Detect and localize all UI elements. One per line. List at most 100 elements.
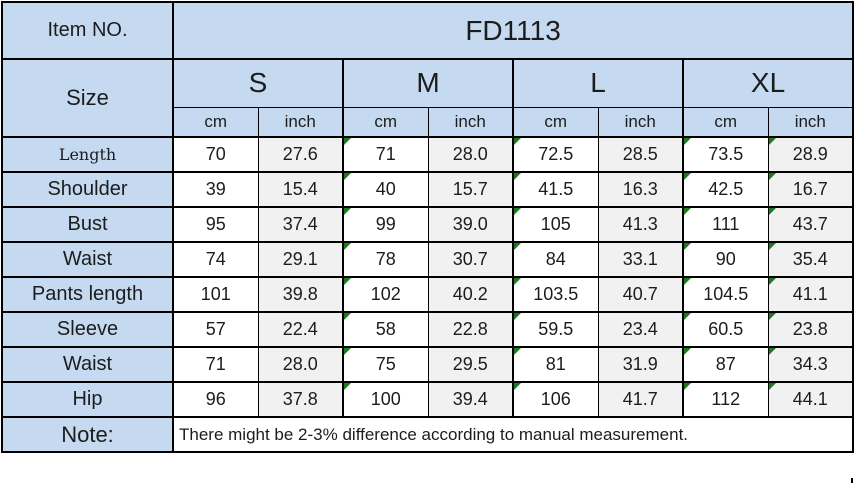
data-cell: 101 xyxy=(172,276,259,313)
data-cell: 44.1 xyxy=(767,381,854,418)
data-cell: 31.9 xyxy=(597,346,684,383)
data-cell: 102 xyxy=(342,276,429,313)
data-cell: 74 xyxy=(172,241,259,278)
row-length: Length 70 27.6 71 28.0 72.5 28.5 73.5 28… xyxy=(1,136,854,173)
data-cell: 71 xyxy=(172,346,259,383)
data-cell: 33.1 xyxy=(597,241,684,278)
data-cell: 28.0 xyxy=(257,346,344,383)
data-cell: 112 xyxy=(682,381,769,418)
unit-header-cm: cm xyxy=(342,106,429,138)
row-label: Sleeve xyxy=(1,311,174,348)
row-shoulder: Shoulder 39 15.4 40 15.7 41.5 16.3 42.5 … xyxy=(1,171,854,208)
data-cell: 73.5 xyxy=(682,136,769,173)
data-cell: 34.3 xyxy=(767,346,854,383)
error-indicator-icon xyxy=(515,314,521,320)
data-cell: 23.4 xyxy=(597,311,684,348)
item-no-value: FD1113 xyxy=(171,1,854,60)
data-cell: 96 xyxy=(172,381,259,418)
error-indicator-icon xyxy=(345,384,351,390)
data-cell: 40 xyxy=(342,171,429,208)
row-label: Waist xyxy=(1,346,174,383)
size-chart-table: Item NO. FD1113 Size S M L XL cm inch cm… xyxy=(1,1,855,453)
row-waist: Waist 74 29.1 78 30.7 84 33.1 90 35.4 xyxy=(1,241,854,278)
unit-header-cm: cm xyxy=(512,106,599,138)
data-cell: 104.5 xyxy=(682,276,769,313)
error-indicator-icon xyxy=(345,349,351,355)
data-cell: 39.4 xyxy=(427,381,514,418)
data-cell: 111 xyxy=(682,206,769,243)
data-cell: 41.5 xyxy=(512,171,599,208)
data-cell: 105 xyxy=(512,206,599,243)
error-indicator-icon xyxy=(515,279,521,285)
data-cell: 41.3 xyxy=(597,206,684,243)
data-cell: 106 xyxy=(512,381,599,418)
row-label: Shoulder xyxy=(1,171,174,208)
data-cell: 81 xyxy=(512,346,599,383)
size-column-l: L xyxy=(512,58,684,108)
error-indicator-icon xyxy=(685,384,691,390)
row-bust: Bust 95 37.4 99 39.0 105 41.3 111 43.7 xyxy=(1,206,854,243)
data-cell: 72.5 xyxy=(512,136,599,173)
error-indicator-icon xyxy=(769,139,776,145)
error-indicator-icon xyxy=(515,349,521,355)
data-cell: 103.5 xyxy=(512,276,599,313)
unit-header-cm: cm xyxy=(682,106,769,138)
unit-header-inch: inch xyxy=(597,106,684,138)
size-column-xl: XL xyxy=(681,58,854,108)
item-no-label: Item NO. xyxy=(1,1,174,60)
data-cell: 71 xyxy=(342,136,429,173)
data-cell: 37.8 xyxy=(257,381,344,418)
error-indicator-icon xyxy=(345,174,351,180)
row-label: Bust xyxy=(1,206,174,243)
data-cell: 40.7 xyxy=(597,276,684,313)
error-indicator-icon xyxy=(345,139,351,145)
data-cell: 40.2 xyxy=(427,276,514,313)
error-indicator-icon xyxy=(685,349,691,355)
data-cell: 39.0 xyxy=(427,206,514,243)
data-cell: 75 xyxy=(342,346,429,383)
row-label: Hip xyxy=(1,381,174,418)
data-cell: 43.7 xyxy=(767,206,854,243)
row-label: Length xyxy=(1,136,174,173)
error-indicator-icon xyxy=(769,244,776,250)
unit-header-cm: cm xyxy=(172,106,259,138)
error-indicator-icon xyxy=(769,174,776,180)
error-indicator-icon xyxy=(685,174,691,180)
data-cell: 59.5 xyxy=(512,311,599,348)
row-sleeve: Sleeve 57 22.4 58 22.8 59.5 23.4 60.5 23… xyxy=(1,311,854,348)
data-cell: 29.5 xyxy=(427,346,514,383)
data-cell: 39.8 xyxy=(257,276,344,313)
data-cell: 27.6 xyxy=(257,136,344,173)
size-column-s: S xyxy=(172,58,344,108)
data-cell: 22.4 xyxy=(257,311,344,348)
data-cell: 35.4 xyxy=(767,241,854,278)
row-waist-2: Waist 71 28.0 75 29.5 81 31.9 87 34.3 xyxy=(1,346,854,383)
unit-header-inch: inch xyxy=(767,106,854,138)
size-column-m: M xyxy=(342,58,514,108)
data-cell: 29.1 xyxy=(257,241,344,278)
data-cell: 23.8 xyxy=(767,311,854,348)
data-cell: 78 xyxy=(342,241,429,278)
error-indicator-icon xyxy=(769,209,776,215)
error-indicator-icon xyxy=(685,279,691,285)
error-indicator-icon xyxy=(769,314,776,320)
error-indicator-icon xyxy=(685,314,691,320)
gridline-stub xyxy=(851,478,853,483)
error-indicator-icon xyxy=(515,174,521,180)
data-cell: 99 xyxy=(342,206,429,243)
data-cell: 41.1 xyxy=(767,276,854,313)
error-indicator-icon xyxy=(515,384,521,390)
error-indicator-icon xyxy=(685,244,691,250)
data-cell: 15.4 xyxy=(257,171,344,208)
data-cell: 28.9 xyxy=(767,136,854,173)
error-indicator-icon xyxy=(685,139,691,145)
data-cell: 28.0 xyxy=(427,136,514,173)
unit-header-inch: inch xyxy=(427,106,514,138)
data-cell: 22.8 xyxy=(427,311,514,348)
unit-header-inch: inch xyxy=(257,106,344,138)
error-indicator-icon xyxy=(515,244,521,250)
error-indicator-icon xyxy=(345,314,351,320)
error-indicator-icon xyxy=(769,349,776,355)
note-label: Note: xyxy=(1,416,174,453)
row-hip: Hip 96 37.8 100 39.4 106 41.7 112 44.1 xyxy=(1,381,854,418)
